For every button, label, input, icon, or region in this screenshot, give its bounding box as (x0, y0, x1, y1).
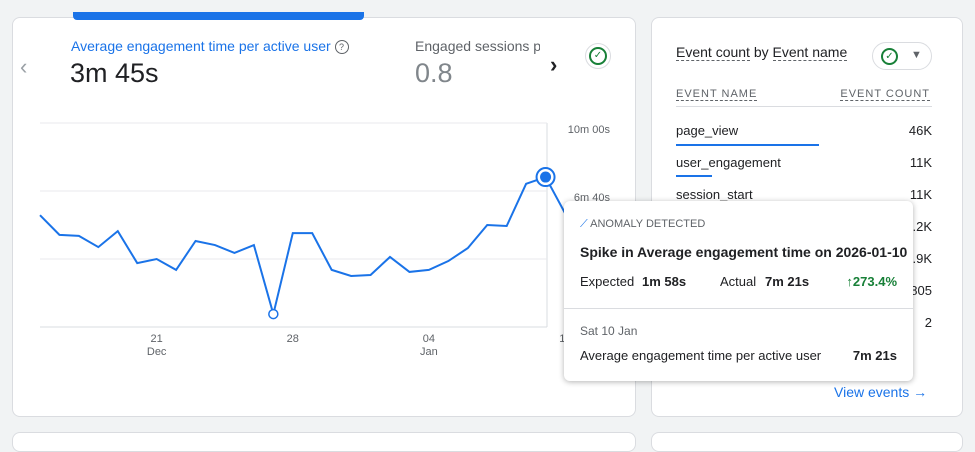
metric-value: 3m 45s (70, 58, 159, 88)
tooltip-metric-value: 7m 21s (852, 348, 897, 363)
status-check[interactable]: ✓ (585, 43, 611, 69)
link-text: View events (834, 384, 910, 400)
next-card (12, 432, 636, 452)
anomaly-point (268, 308, 279, 320)
badge-text: ANOMALY DETECTED (590, 218, 706, 230)
expected-value: 1m 58s (642, 274, 687, 289)
metric-label-text: Average engagement time per active user (71, 38, 331, 54)
status-dropdown[interactable]: ✓ ▼ (872, 42, 932, 70)
prev-arrow[interactable]: ‹ (20, 54, 28, 79)
by-text: by (753, 44, 769, 60)
expected-label: Expected (580, 274, 635, 289)
change-value: ↑273.4% (846, 274, 897, 289)
tooltip-title: Spike in Average engagement time on 2026… (580, 244, 908, 260)
help-icon[interactable]: ? (334, 40, 349, 55)
x-tick-label: 21 (151, 333, 163, 345)
event-count: 2 (924, 315, 932, 330)
event-row[interactable]: user_engagement 11K (676, 151, 932, 183)
tooltip-metric: Average engagement time per active user (580, 348, 822, 363)
y-tick-label: 10m 00s (568, 124, 611, 136)
x-tick-label: 04 (423, 333, 435, 345)
dimension-name[interactable]: Event name (772, 44, 848, 61)
actual-label: Actual (720, 274, 757, 289)
tab-indicator (73, 12, 364, 20)
column-header[interactable]: EVENT NAME (676, 88, 758, 101)
actual-value: 7m 21s (765, 274, 810, 289)
x-tick-sublabel: Jan (420, 346, 438, 358)
metric-name[interactable]: Event count (676, 44, 750, 61)
tooltip-badge: ⟋ ANOMALY DETECTED (580, 218, 706, 230)
metric-value: 0.8 (415, 58, 453, 88)
column-header[interactable]: EVENT COUNT (840, 88, 930, 101)
row-bar (676, 144, 819, 146)
event-row[interactable]: page_view 46K (676, 119, 932, 151)
event-count: 805 (910, 283, 932, 298)
event-count: 11K (909, 187, 932, 202)
header-divider (676, 106, 932, 107)
event-count: 46K (908, 123, 932, 138)
highlight-point (540, 171, 552, 183)
anomaly-tooltip: ⟋ ANOMALY DETECTED Spike in Average enga… (564, 201, 913, 381)
page: ‹ Average engagement time per active use… (12, 12, 963, 452)
card-title: Event count by Event name (676, 44, 848, 61)
metric-label[interactable]: Average engagement time per active user … (71, 38, 349, 55)
event-name: page_view (676, 123, 739, 138)
next-card (651, 432, 963, 452)
event-name: user_engagement (676, 155, 781, 170)
metric-card (12, 17, 636, 417)
event-row[interactable]: session_start 11K (676, 183, 932, 215)
row-bar (676, 175, 712, 177)
tooltip-divider (564, 308, 913, 309)
event-name: session_start (676, 187, 753, 202)
metric-label[interactable]: Engaged sessions p (415, 38, 540, 54)
event-count: 11K (909, 155, 932, 170)
next-arrow[interactable]: › (550, 52, 558, 77)
tooltip-date: Sat 10 Jan (580, 324, 638, 338)
series-line (39, 175, 566, 319)
x-tick-sublabel: Dec (147, 346, 167, 358)
x-tick-label: 28 (287, 333, 299, 345)
view-events-link[interactable]: View events → (834, 384, 928, 400)
